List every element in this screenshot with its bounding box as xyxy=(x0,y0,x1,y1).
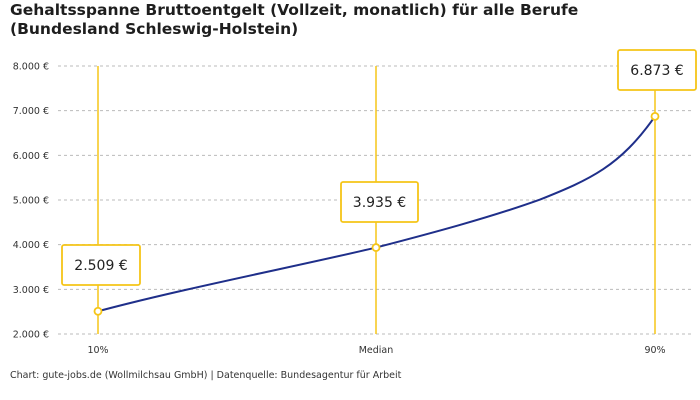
callout-value-label: 6.873 € xyxy=(630,63,683,79)
y-tick-label: 7.000 € xyxy=(13,106,49,117)
y-tick-label: 2.000 € xyxy=(13,330,49,341)
callout-box xyxy=(61,244,141,286)
callout-value-label: 3.935 € xyxy=(353,195,406,211)
callout-value-label: 2.509 € xyxy=(74,258,127,274)
chart-footer: Chart: gute-jobs.de (Wollmilchsau GmbH) … xyxy=(10,370,402,381)
chart-title: Gehaltsspanne Bruttoentgelt (Vollzeit, m… xyxy=(10,1,579,38)
x-tick-label: Median xyxy=(359,345,394,356)
grid-lines xyxy=(58,65,692,335)
data-point[interactable] xyxy=(371,243,381,252)
x-tick-label: 90% xyxy=(644,345,665,356)
x-axis-ticks: 10% Median 90% xyxy=(87,345,665,356)
data-point[interactable] xyxy=(93,306,103,316)
salary-line xyxy=(97,115,656,313)
callout-box xyxy=(340,181,419,223)
data-points xyxy=(93,111,660,316)
y-tick-label: 5.000 € xyxy=(13,196,49,207)
value-callout: 2.509 € xyxy=(61,244,141,286)
y-tick-label: 8.000 € xyxy=(13,62,49,73)
value-callout: 3.935 € xyxy=(340,181,419,223)
callout-box xyxy=(617,49,697,91)
value-callout: 6.873 € xyxy=(617,49,697,91)
value-callouts: 2.509 € 3.935 € 6.873 € xyxy=(61,49,697,286)
y-axis-ticks: 2.000 € 3.000 € 4.000 € 5.000 € 6.000 € 7.000… xyxy=(13,62,49,341)
x-tick-label: 10% xyxy=(87,345,108,356)
y-tick-label: 3.000 € xyxy=(13,285,49,296)
data-point[interactable] xyxy=(650,111,660,121)
y-tick-label: 6.000 € xyxy=(13,151,49,162)
y-tick-label: 4.000 € xyxy=(13,240,49,251)
